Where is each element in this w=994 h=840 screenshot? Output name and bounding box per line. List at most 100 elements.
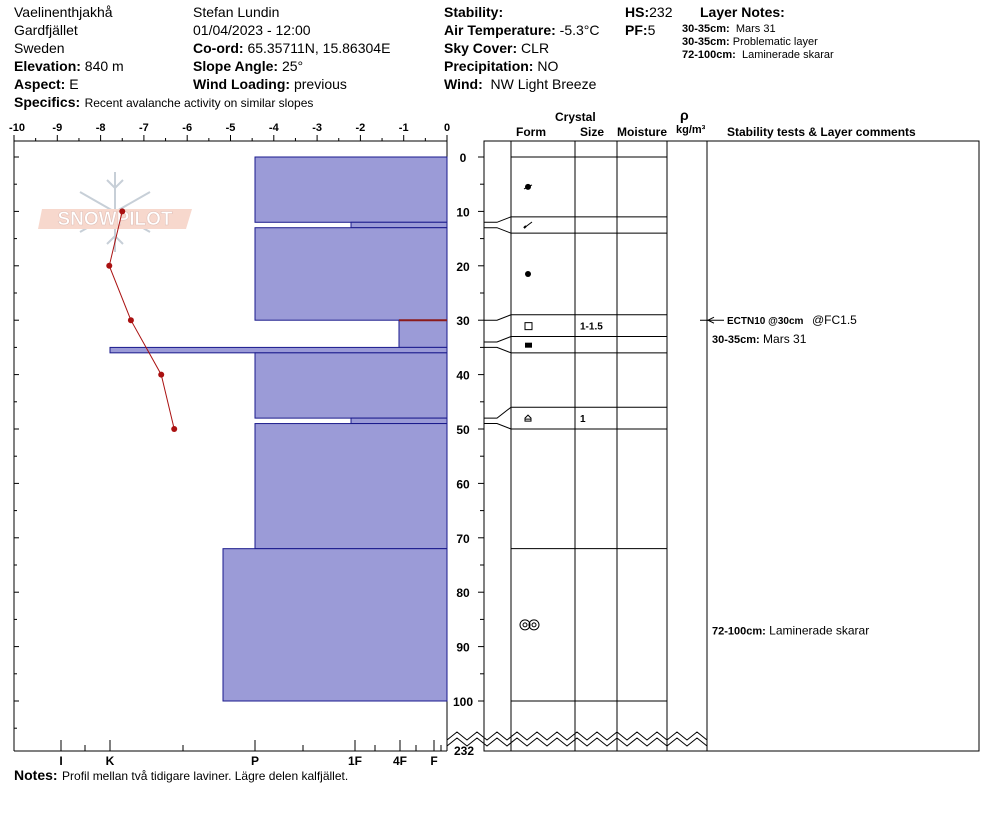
hardness-bar bbox=[254, 352, 448, 419]
snow-height: HS:232 bbox=[625, 5, 672, 19]
temperature-point bbox=[171, 426, 178, 432]
layer-connector bbox=[484, 216, 512, 223]
country-name: Sweden bbox=[14, 40, 65, 56]
wind-loading-value: previous bbox=[293, 76, 347, 92]
depth-tick-label: 20 bbox=[456, 260, 470, 274]
stability-label: Stability: bbox=[444, 4, 504, 20]
hs-label: HS: bbox=[625, 4, 650, 20]
layer-comment-range: 72-100cm: bbox=[712, 625, 766, 637]
depth-tick-label: 60 bbox=[456, 477, 470, 491]
stability-test-arrowhead bbox=[706, 316, 715, 324]
wind: Wind: NW Light Breeze bbox=[444, 77, 596, 91]
precipitation: Precipitation: NO bbox=[444, 59, 558, 73]
layer-connector bbox=[484, 227, 512, 234]
hardness-tick-label: 1F bbox=[348, 754, 362, 768]
hardness-tick-label: K bbox=[106, 754, 115, 768]
moisture-header: Moisture bbox=[617, 125, 668, 139]
temp-tick-label: -2 bbox=[356, 122, 366, 134]
sky-label: Sky Cover: bbox=[444, 40, 518, 56]
hardness-bar bbox=[254, 156, 448, 223]
precip-label: Precipitation: bbox=[444, 58, 534, 74]
hardness-tick-label: F bbox=[430, 754, 437, 768]
wind-value: NW Light Breeze bbox=[490, 76, 597, 92]
area-name: Gardfjället bbox=[14, 22, 78, 38]
temp-tick-label: -3 bbox=[312, 122, 322, 134]
aspect-label: Aspect: bbox=[14, 76, 66, 92]
coord-label: Co-ord: bbox=[193, 40, 244, 56]
crystal-df-head bbox=[523, 225, 527, 229]
hs-value: 232 bbox=[649, 4, 673, 20]
layer-note-text: Laminerade skarar bbox=[741, 49, 834, 61]
layer-connector bbox=[484, 346, 512, 354]
temperature-point bbox=[119, 208, 126, 215]
slope-value: 25° bbox=[281, 58, 304, 74]
wind-loading-label: Wind Loading: bbox=[193, 76, 291, 92]
stability-header: Stability tests & Layer comments bbox=[727, 125, 916, 139]
hardness-bar bbox=[254, 227, 448, 321]
penetration-foot: PF:5 bbox=[625, 23, 655, 37]
layer-connector bbox=[484, 423, 512, 430]
wind-label: Wind: bbox=[444, 76, 483, 92]
crystal-rg-symbol bbox=[525, 270, 531, 277]
coordinates: Co-ord: 65.35711N, 15.86304E bbox=[193, 41, 390, 55]
hardness-bar bbox=[350, 417, 448, 425]
density-unit-header: kg/m³ bbox=[676, 124, 706, 136]
logo-text: SNOWPILOT bbox=[57, 209, 172, 230]
logo-banner bbox=[38, 209, 192, 229]
layer-note-range: 30-35cm: bbox=[682, 23, 730, 35]
depth-tick-label: 100 bbox=[453, 695, 473, 709]
temperature-point bbox=[158, 371, 165, 378]
precip-value: NO bbox=[537, 58, 559, 74]
form-header: Form bbox=[516, 125, 546, 139]
layer-connector bbox=[484, 406, 512, 419]
specifics: Specifics: Recent avalanche activity on … bbox=[14, 95, 313, 111]
depth-tick-label: 0 bbox=[460, 151, 467, 165]
crystal-mf-symbol bbox=[528, 619, 540, 631]
sky-cover: Sky Cover: CLR bbox=[444, 41, 549, 55]
temp-tick-label: -10 bbox=[9, 122, 25, 134]
hardness-bar bbox=[398, 319, 448, 348]
temperature-point bbox=[106, 262, 113, 269]
layer-comment: 72-100cm: Laminerade skarar bbox=[712, 623, 869, 637]
elevation: Elevation: 840 m bbox=[14, 59, 124, 73]
notes-label: Notes: bbox=[14, 767, 58, 783]
temp-tick-label: -7 bbox=[139, 122, 149, 134]
depth-tick-label: 30 bbox=[456, 314, 470, 328]
depth-bottom-label: 232 bbox=[454, 744, 474, 758]
sky-value: CLR bbox=[521, 40, 550, 56]
notes: Notes: Profil mellan två tidigare lavine… bbox=[14, 768, 348, 784]
temperature-line bbox=[108, 211, 175, 430]
layer-comment-range: 30-35cm: bbox=[712, 334, 760, 346]
observation-datetime: 01/04/2023 - 12:00 bbox=[193, 22, 311, 38]
crystal-mf-inner bbox=[531, 622, 537, 628]
hardness-tick-label: P bbox=[251, 754, 259, 768]
crystal-dh-symbol bbox=[524, 414, 532, 422]
temp-tick-label: 0 bbox=[444, 122, 450, 134]
elevation-label: Elevation: bbox=[14, 58, 81, 74]
location-name: Vaelinenthjakhå bbox=[14, 4, 113, 20]
crystal-size-label: 1 bbox=[580, 414, 586, 425]
layer-connector bbox=[484, 336, 512, 343]
size-header: Size bbox=[580, 125, 605, 139]
aspect-value: E bbox=[69, 76, 79, 92]
temp-tick-label: -5 bbox=[226, 122, 236, 134]
hardness-bar bbox=[222, 548, 448, 702]
temp-tick-label: -1 bbox=[399, 122, 409, 134]
air-temperature: Air Temperature: -5.3°C bbox=[444, 23, 600, 37]
wind-loading: Wind Loading: previous bbox=[193, 77, 347, 91]
crystal-pp-stroke bbox=[523, 184, 533, 190]
specifics-value: Recent avalanche activity on similar slo… bbox=[84, 96, 314, 110]
stability: Stability: bbox=[444, 5, 503, 19]
hardness-tick-label: 4F bbox=[393, 754, 407, 768]
layer-note-range: 72-100cm: bbox=[682, 49, 736, 61]
coord-value: 65.35711N, 15.86304E bbox=[247, 40, 391, 56]
layer-comment-text: Laminerade skarar bbox=[766, 623, 869, 637]
temp-tick-label: -9 bbox=[52, 122, 62, 134]
hardness-bar bbox=[109, 346, 448, 354]
layer-comment: 30-35cm: Mars 31 bbox=[712, 332, 807, 346]
layer-note-range: 30-35cm: bbox=[682, 36, 730, 48]
air-temp-value: -5.3°C bbox=[559, 22, 600, 38]
slope-label: Slope Angle: bbox=[193, 58, 279, 74]
layer-note-text: Mars 31 bbox=[735, 23, 776, 35]
stability-test-note: @FC1.5 bbox=[812, 313, 857, 327]
